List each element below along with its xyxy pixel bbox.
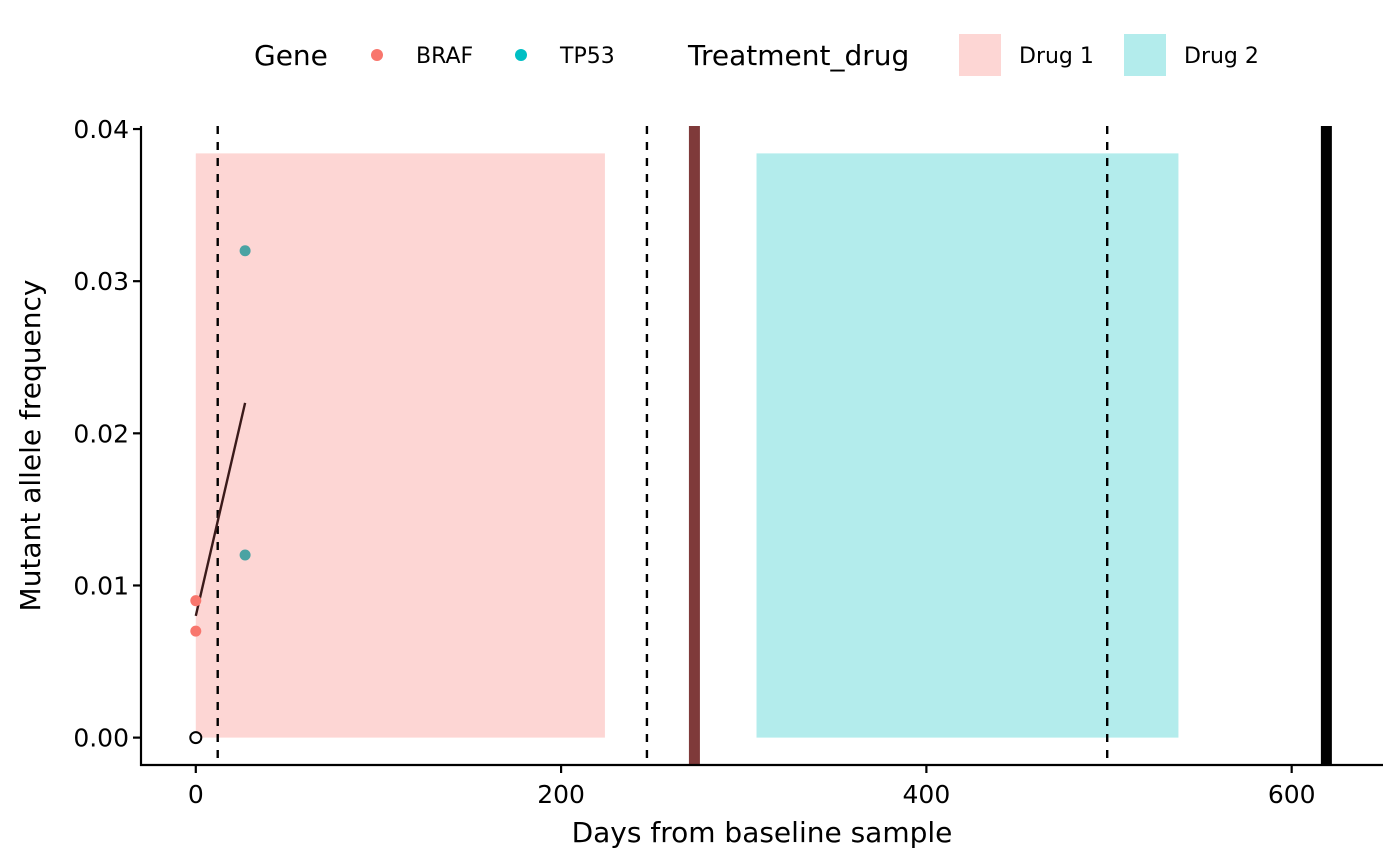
data-point-braf-2 <box>190 625 202 637</box>
legend-key-drug-2 <box>1124 34 1166 76</box>
trend-line <box>194 402 247 617</box>
y-tick-label-1: 0.00 <box>73 724 129 753</box>
y-tick-label-4: 0.03 <box>73 267 129 296</box>
treatment-period-layer <box>195 153 1179 738</box>
reference-line-layer <box>216 126 1332 765</box>
legend-label-braf: BRAF <box>416 44 473 69</box>
data-point-baseline-1 <box>189 731 203 745</box>
legend-label-drug-2: Drug 2 <box>1184 44 1259 69</box>
legend-title-treatment: Treatment_drug <box>687 39 909 72</box>
treatment-period-2 <box>756 153 1179 738</box>
data-point-braf-1 <box>190 595 202 607</box>
data-point-layer <box>189 245 251 745</box>
y-tick-label-5: 0.04 <box>73 115 129 144</box>
x-tick-label-2: 200 <box>537 780 585 809</box>
y-tick-label-2: 0.01 <box>73 571 129 600</box>
data-point-tp53-1 <box>239 245 251 257</box>
y-axis-title: Mutant allele frequency <box>14 280 47 612</box>
axes-layer: 0.00 0.01 0.02 0.03 0.04 0 200 400 600 Days from … <box>14 115 1383 849</box>
x-tick-label-3: 400 <box>903 780 951 809</box>
x-axis-title: Days from baseline sample <box>572 816 953 849</box>
treatment-period-1 <box>195 153 605 738</box>
legend-key-braf <box>371 49 383 61</box>
legend-label-drug-1: Drug 1 <box>1019 44 1094 69</box>
data-point-tp53-2 <box>239 549 251 561</box>
x-tick-label-4: 600 <box>1268 780 1316 809</box>
x-tick-label-1: 0 <box>188 780 204 809</box>
trend-line-layer <box>194 402 247 617</box>
legend-title-gene: Gene <box>254 39 328 72</box>
legend-key-tp53 <box>515 49 527 61</box>
legend-key-drug-1 <box>959 34 1001 76</box>
legend: Gene BRAF TP53 Treatment_drug Drug 1 Drug 2 <box>254 34 1259 76</box>
legend-label-tp53: TP53 <box>559 44 615 69</box>
y-tick-label-3: 0.02 <box>73 419 129 448</box>
